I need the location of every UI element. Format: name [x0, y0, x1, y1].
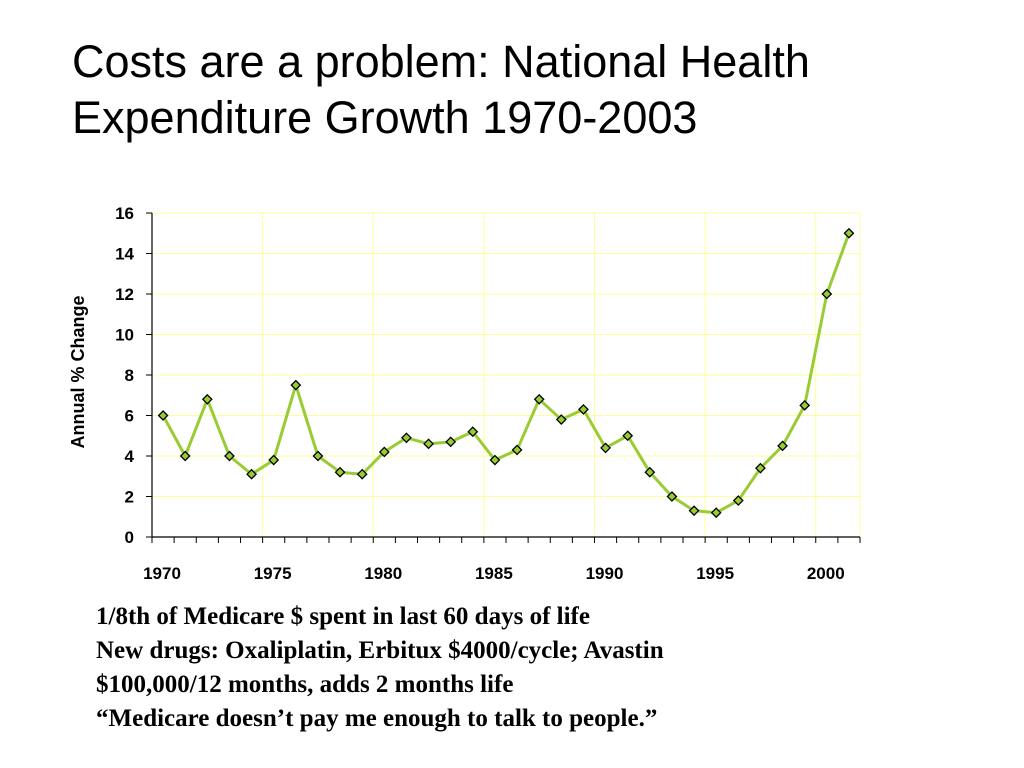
- data-point: [555, 414, 567, 425]
- data-point: [334, 466, 346, 478]
- y-tick-label: 0: [125, 528, 134, 547]
- y-tick-label: 12: [115, 285, 134, 304]
- line-chart: 0 2 4 6 8 10 12 14 16 1970 1975 1980 1985 1990 1995 200…: [68, 204, 861, 583]
- grid-layer: [152, 212, 861, 537]
- data-point: [356, 468, 368, 480]
- y-axis-title: Annual % Change: [68, 295, 88, 448]
- y-tick-label: 16: [115, 204, 134, 223]
- x-tick-label: 1970: [143, 564, 181, 583]
- data-point: [821, 288, 833, 300]
- data-point: [799, 399, 811, 411]
- data-point: [378, 446, 390, 458]
- data-point: [312, 450, 324, 462]
- slide-title-line-1: Costs are a problem: National Health: [72, 36, 810, 87]
- data-point: [157, 410, 169, 421]
- data-point: [666, 491, 678, 502]
- x-tick-label: 1985: [475, 564, 513, 583]
- y-tick-label: 8: [125, 366, 134, 385]
- data-point: [290, 379, 302, 391]
- slide-title-line-2: Expenditure Growth 1970-2003: [72, 92, 698, 143]
- data-point: [179, 450, 191, 462]
- note-line-2: New drugs: Oxaliplatin, Erbitux $4000/cy…: [96, 637, 664, 664]
- x-tick-label: 1990: [586, 564, 624, 583]
- x-tick-label: 1975: [254, 564, 292, 583]
- data-point: [224, 450, 235, 462]
- data-point: [445, 436, 457, 448]
- x-tick-label: 2000: [807, 564, 845, 583]
- data-point: [644, 466, 656, 478]
- data-point: [268, 454, 280, 466]
- note-line-3: $100,000/12 months, adds 2 months life: [96, 671, 514, 698]
- data-point: [533, 393, 545, 405]
- y-tick-label: 2: [125, 488, 134, 507]
- axis-layer: [146, 212, 861, 543]
- data-point: [511, 444, 523, 456]
- data-point: [201, 393, 213, 405]
- x-tick-label: 1980: [364, 564, 402, 583]
- data-point: [467, 426, 479, 438]
- slide-title: Costs are a problem: National Health Exp…: [72, 34, 972, 146]
- data-point: [489, 454, 501, 466]
- data-point: [710, 507, 722, 519]
- data-point: [732, 495, 744, 506]
- data-point: [578, 404, 589, 415]
- slide-notes: 1/8th of Medicare $ spent in last 60 day…: [96, 600, 996, 736]
- y-tick-label: 10: [115, 326, 134, 345]
- x-tick-label: 1995: [696, 564, 734, 583]
- y-tick-label: 6: [125, 407, 134, 426]
- data-point: [622, 430, 634, 442]
- label-layer: 0 2 4 6 8 10 12 14 16 1970 1975 1980 1985 1990 1995 200…: [115, 204, 845, 583]
- note-line-4: “Medicare doesn’t pay me enough to talk …: [96, 705, 658, 732]
- note-line-1: 1/8th of Medicare $ spent in last 60 day…: [96, 603, 590, 630]
- data-point: [401, 432, 412, 444]
- data-point: [246, 468, 257, 480]
- data-point: [688, 505, 700, 517]
- y-tick-label: 4: [125, 447, 135, 466]
- data-point: [423, 438, 434, 450]
- series-line: [161, 232, 851, 515]
- y-tick-label: 14: [115, 245, 134, 264]
- data-point: [600, 442, 611, 454]
- data-point: [843, 227, 855, 239]
- data-point: [755, 462, 766, 474]
- series-layer: [157, 227, 855, 519]
- data-point: [777, 440, 788, 452]
